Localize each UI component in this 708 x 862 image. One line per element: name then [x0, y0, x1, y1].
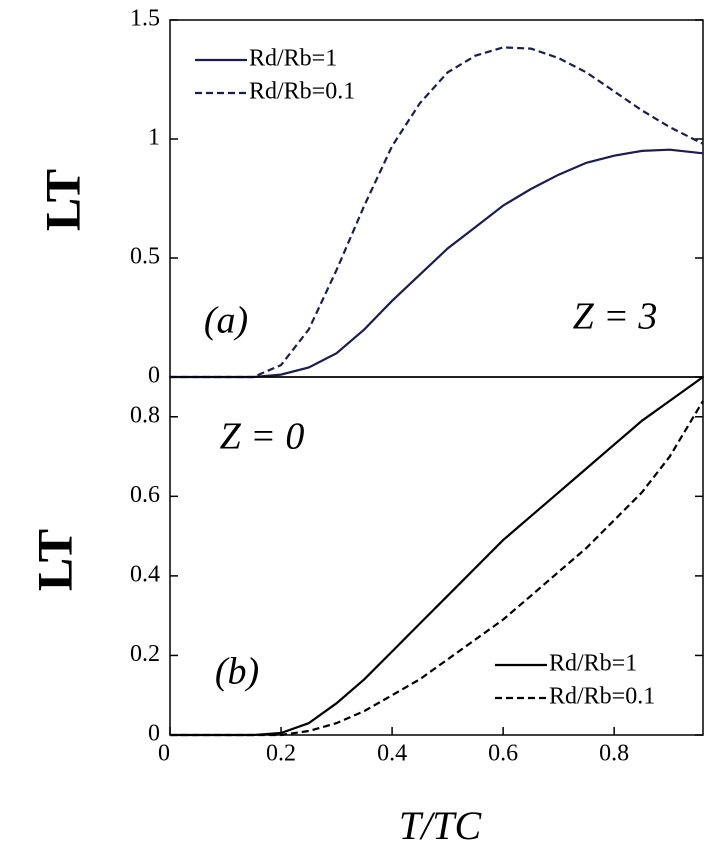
x-tick-label: 0.4 — [377, 741, 407, 767]
annotation: Z = 0 — [220, 416, 305, 458]
y-tick-label: 0.5 — [130, 244, 160, 270]
annotation: (b) — [215, 651, 259, 693]
y-tick-label: 0.8 — [130, 402, 160, 428]
y-tick-label: 1 — [148, 125, 160, 151]
legend-label: Rd/Rb=1 — [549, 651, 637, 677]
data-line — [170, 376, 704, 737]
legend-label: Rd/Rb=0.1 — [249, 79, 355, 105]
legend-label: Rd/Rb=0.1 — [549, 684, 655, 710]
data-line — [170, 400, 704, 737]
y-axis-label: LT — [26, 529, 82, 591]
x-tick-label: 0.8 — [599, 741, 629, 767]
data-line — [170, 46, 704, 379]
plot-frame — [169, 376, 704, 736]
legend-label: Rd/Rb=1 — [249, 46, 337, 72]
x-tick-label: 0.2 — [266, 741, 296, 767]
y-axis-label: LT — [34, 169, 90, 231]
y-tick-label: 0 — [148, 721, 160, 747]
y-tick-label: 0.4 — [130, 561, 160, 587]
y-tick-label: 0 — [148, 363, 160, 389]
annotation: Z = 3 — [573, 296, 658, 338]
y-tick-label: 1.5 — [130, 6, 160, 32]
annotation: (a) — [204, 300, 248, 342]
data-line — [170, 148, 704, 379]
x-axis-label: T/TC — [399, 803, 483, 848]
y-tick-label: 0.6 — [130, 482, 160, 508]
x-tick-label: 0.6 — [488, 741, 518, 767]
y-tick-label: 0.2 — [130, 641, 160, 667]
x-tick-label: 0 — [158, 741, 170, 767]
